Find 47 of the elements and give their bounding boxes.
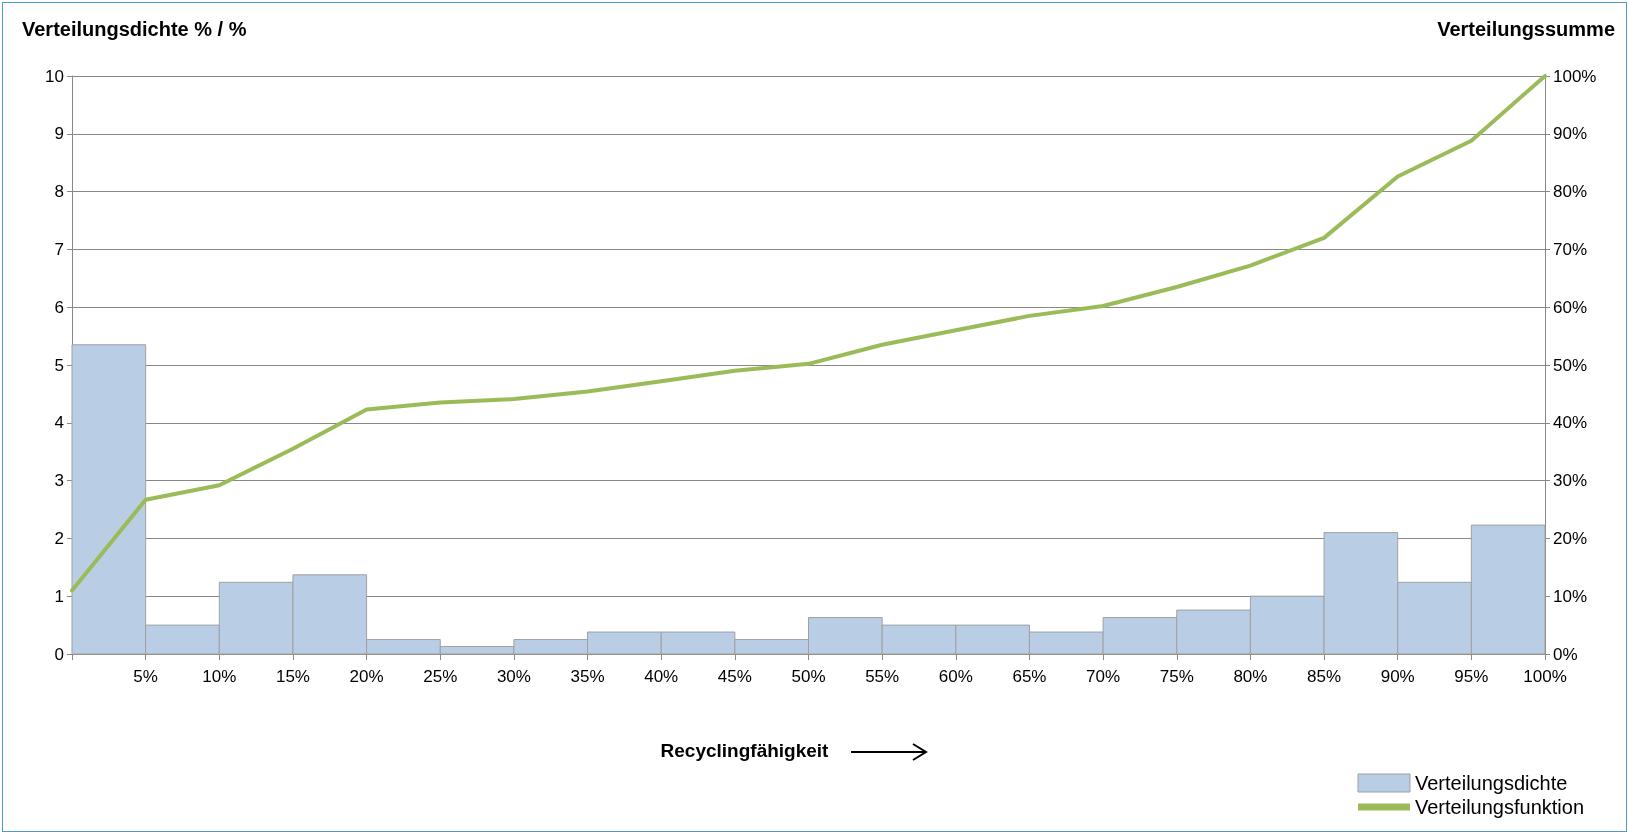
y-tick-label: 2 [54,528,64,548]
y-tick-label: 10 [45,66,64,86]
y-tick-label: 8 [54,182,64,202]
y2-tick-label: 50% [1553,355,1588,375]
x-tick-label: 30% [496,667,531,686]
y2-tick-label: 30% [1553,471,1588,491]
y2-tick-label: 40% [1553,413,1588,433]
x-axis-title: Recyclingfähigkeit [660,740,829,762]
x-tick-label: 95% [1454,667,1489,686]
x-tick-label: 100% [1523,667,1567,686]
y2-tick-label: 100% [1553,66,1597,86]
x-tick-label: 10% [202,667,237,686]
y-tick-label: 3 [54,471,64,491]
legend-label: Verteilungsfunktion [1415,796,1585,818]
x-tick-label: 70% [1086,667,1121,686]
x-tick-label: 25% [423,667,458,686]
y2-tick-label: 80% [1553,182,1588,202]
y-tick-label: 5 [54,355,64,375]
y-tick-label: 6 [54,297,64,317]
y-tick-label: 1 [54,586,64,606]
x-tick-label: 5% [133,667,158,686]
x-tick-label: 55% [865,667,900,686]
x-tick-label: 75% [1159,667,1194,686]
x-tick-label: 90% [1380,667,1415,686]
legend-label: Verteilungsdichte [1415,772,1568,794]
x-tick-label: 15% [275,667,310,686]
x-tick-label: 80% [1233,667,1268,686]
y-tick-label: 7 [54,239,64,259]
y-axis-title: Verteilungsdichte % / % [22,18,247,40]
y-tick-label: 4 [54,413,64,433]
y2-axis-title: Verteilungssumme [1437,18,1615,40]
x-tick-label: 35% [570,667,605,686]
y2-tick-label: 0% [1553,644,1578,664]
y2-tick-label: 10% [1553,586,1588,606]
y2-tick-label: 60% [1553,297,1588,317]
x-tick-label: 50% [791,667,826,686]
x-tick-label: 65% [1012,667,1047,686]
x-tick-label: 20% [349,667,384,686]
y2-tick-label: 20% [1553,528,1588,548]
x-tick-label: 40% [644,667,679,686]
y2-tick-label: 90% [1553,124,1588,144]
y2-tick-label: 70% [1553,239,1588,259]
y-tick-label: 9 [54,124,64,144]
y-tick-label: 0 [54,644,64,664]
x-tick-label: 45% [717,667,752,686]
x-tick-label: 60% [938,667,973,686]
x-tick-label: 85% [1307,667,1342,686]
